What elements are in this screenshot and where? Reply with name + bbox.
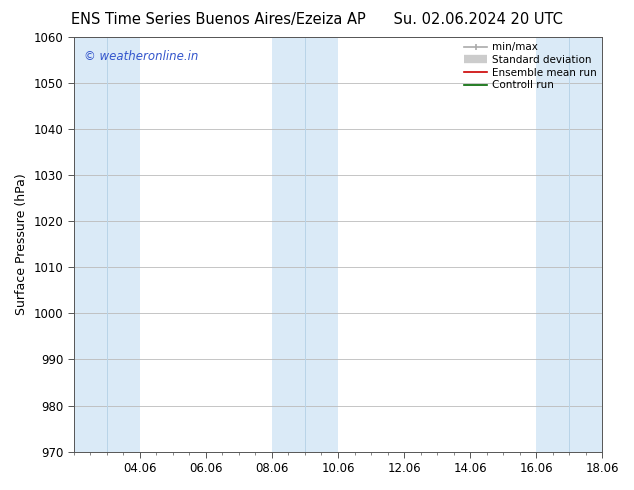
Text: © weatheronline.in: © weatheronline.in	[84, 49, 198, 63]
Bar	[272, 37, 338, 452]
Text: ENS Time Series Buenos Aires/Ezeiza AP      Su. 02.06.2024 20 UTC: ENS Time Series Buenos Aires/Ezeiza AP S…	[71, 12, 563, 27]
Bar	[536, 37, 602, 452]
Legend: min/max, Standard deviation, Ensemble mean run, Controll run: min/max, Standard deviation, Ensemble me…	[462, 40, 599, 92]
Y-axis label: Surface Pressure (hPa): Surface Pressure (hPa)	[15, 173, 28, 315]
Bar	[74, 37, 139, 452]
